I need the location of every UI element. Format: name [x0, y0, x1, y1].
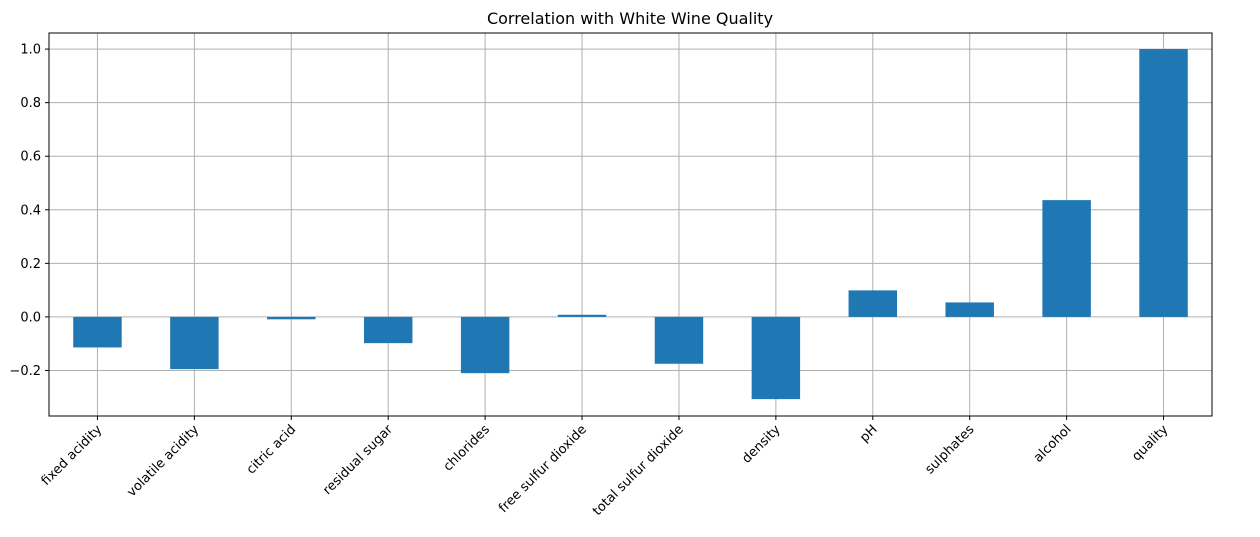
y-tick-label: 0.8 [20, 96, 41, 111]
x-tick-label: pH [857, 422, 880, 445]
x-tick-label: fixed acidity [39, 422, 106, 489]
y-tick-label: 0.6 [20, 150, 41, 165]
x-tick-label: density [739, 422, 784, 467]
x-tick-label: citric acid [244, 422, 299, 477]
y-tick-label: 0.4 [20, 203, 41, 218]
bar-fixed-acidity [73, 316, 122, 348]
x-tick-label: volatile acidity [124, 422, 202, 500]
y-tick-label: 1.0 [20, 43, 41, 58]
bar-sulphates [945, 302, 994, 317]
bar-alcohol [1042, 200, 1091, 317]
x-tick-label: quality [1129, 422, 1171, 464]
bar-volatile-acidity [170, 316, 219, 370]
y-tick-label: 0.2 [20, 257, 41, 272]
x-tick-label: free sulfur dioxide [496, 422, 590, 516]
y-tick-label: 0.0 [20, 310, 41, 325]
chart-title: Correlation with White Wine Quality [487, 9, 773, 28]
x-tick-label: alcohol [1031, 422, 1074, 465]
axes-layer: −0.2 0.0 0.2 0.4 0.6 0.8 1.0 fixed acidity volat… [9, 32, 1213, 519]
x-tick-label: total sulfur dioxide [590, 422, 687, 519]
bar-free-sulfur-dioxide [557, 314, 607, 317]
bar-total-sulfur-dioxide [654, 316, 704, 364]
x-tick-label: residual sugar [320, 422, 396, 498]
bar-residual-sugar [363, 316, 413, 344]
grid-layer [49, 33, 1212, 416]
bar-citric-acid [267, 316, 316, 320]
plot-frame [48, 32, 1213, 417]
x-tick-label: sulphates [922, 422, 977, 477]
bar-quality [1139, 49, 1188, 317]
bars-layer [73, 49, 1188, 400]
bar-density [751, 316, 801, 400]
bar-ph [848, 290, 898, 317]
x-tick-label: chlorides [441, 422, 493, 474]
bar-chlorides [460, 316, 510, 374]
y-tick-label: −0.2 [9, 364, 41, 379]
